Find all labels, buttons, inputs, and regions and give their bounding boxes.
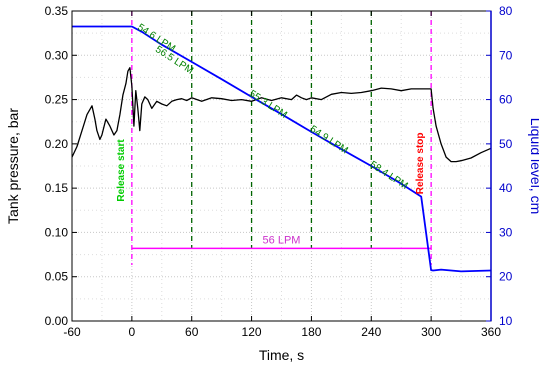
- y-left-tick-label: 0.25: [45, 93, 69, 107]
- y-axis-right-label: Liquid level, cm: [528, 118, 539, 215]
- x-tick-label: 120: [242, 325, 262, 339]
- y-left-tick-label: 0.30: [45, 48, 69, 62]
- x-tick-label: 180: [301, 325, 321, 339]
- y-axis-left-label: Tank pressure, bar: [5, 108, 21, 224]
- y-left-tick-label: 0.35: [45, 4, 69, 18]
- y-left-tick-label: 0.10: [45, 225, 69, 239]
- x-tick-label: 300: [421, 325, 441, 339]
- x-tick-label: 240: [361, 325, 381, 339]
- liquid-level-line: [72, 25, 492, 273]
- y-left-tick-label: 0.20: [45, 137, 69, 151]
- y-left-tick-label: 0.05: [45, 270, 69, 284]
- release-markers: [131, 11, 432, 265]
- average-flow-label: 56 LPM: [263, 234, 301, 246]
- release-stop-label: Release stop: [415, 132, 426, 194]
- tank-pressure-line: [71, 67, 492, 163]
- y-right-tick-label: 20: [499, 270, 513, 284]
- x-tick-label: -60: [63, 325, 81, 339]
- x-tick-label: 60: [185, 325, 199, 339]
- axis-ticks: -60 0 60 120 180 240 300 360 0.00 0.05 0.10 0.15 0.2…: [45, 4, 513, 339]
- series-layer: [71, 25, 492, 273]
- y-right-tick-label: 40: [499, 181, 513, 195]
- x-axis-label: Time, s: [259, 347, 304, 363]
- release-start-label: Release start: [116, 139, 127, 202]
- x-tick-label: 0: [129, 325, 136, 339]
- y-left-tick-label: 0.15: [45, 181, 69, 195]
- grid-layer: [72, 11, 491, 321]
- x-tick-label: 360: [481, 325, 501, 339]
- y-right-tick-label: 70: [499, 48, 513, 62]
- y-right-tick-label: 50: [499, 137, 513, 151]
- y-right-tick-label: 60: [499, 93, 513, 107]
- y-right-tick-label: 10: [499, 314, 513, 328]
- y-left-tick-label: 0.00: [45, 314, 69, 328]
- y-right-tick-label: 30: [499, 225, 513, 239]
- y-right-tick-label: 80: [499, 4, 513, 18]
- interval-lines: [191, 11, 372, 249]
